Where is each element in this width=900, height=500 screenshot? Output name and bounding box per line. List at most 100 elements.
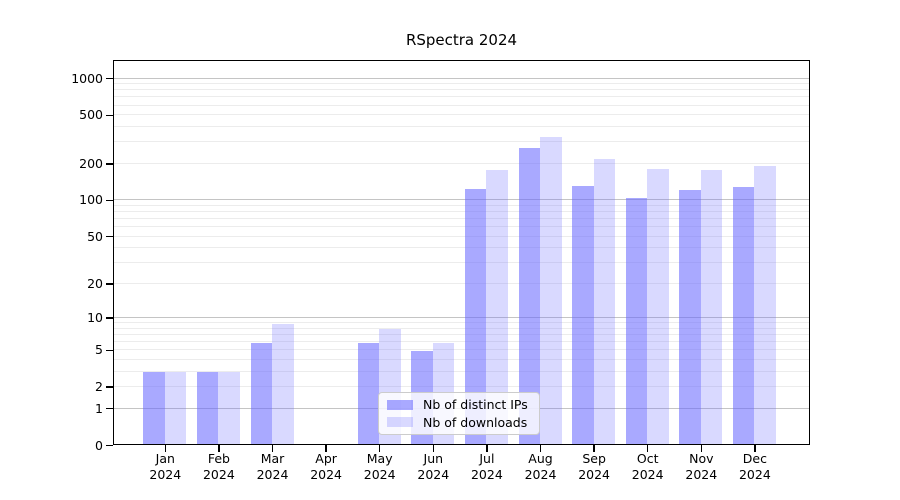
minor-gridline bbox=[114, 327, 809, 329]
y-axis-tick bbox=[106, 235, 113, 238]
y-axis-tick-label: 0 bbox=[95, 437, 103, 453]
minor-gridline bbox=[114, 226, 809, 228]
y-axis-tick bbox=[106, 163, 113, 165]
minor-gridline bbox=[114, 89, 809, 91]
minor-gridline bbox=[114, 235, 809, 237]
bar-downloads bbox=[754, 166, 776, 444]
minor-gridline bbox=[114, 359, 809, 361]
minor-gridline bbox=[114, 349, 809, 351]
x-axis-tick bbox=[539, 445, 542, 452]
minor-gridline bbox=[114, 96, 809, 98]
x-axis-tick bbox=[754, 445, 756, 452]
bar-downloads bbox=[272, 323, 294, 444]
y-axis-tick bbox=[106, 199, 113, 202]
major-gridline bbox=[114, 77, 809, 79]
y-axis-tick-label: 1000 bbox=[71, 70, 103, 86]
y-axis-tick bbox=[106, 317, 113, 319]
x-axis-tick bbox=[432, 445, 435, 452]
plot-area: Nb of distinct IPs Nb of downloads bbox=[113, 60, 810, 445]
y-axis-tick-label: 20 bbox=[87, 275, 103, 291]
minor-gridline bbox=[114, 104, 809, 106]
minor-gridline bbox=[114, 211, 809, 213]
bar-distinct-ips bbox=[250, 342, 272, 444]
x-axis-tick-label: Oct 2024 bbox=[631, 451, 664, 482]
major-gridline bbox=[114, 317, 809, 319]
bar-distinct-ips bbox=[679, 190, 701, 444]
x-axis-tick-label: Jun 2024 bbox=[417, 451, 450, 482]
x-axis-tick bbox=[325, 445, 327, 452]
bar-downloads bbox=[647, 169, 669, 444]
x-axis-tick-label: May 2024 bbox=[363, 451, 396, 482]
y-axis-tick bbox=[106, 444, 113, 447]
bar-distinct-ips bbox=[143, 372, 165, 444]
minor-gridline bbox=[114, 334, 809, 336]
bar-distinct-ips bbox=[518, 148, 540, 444]
legend-swatch-distinct-ips bbox=[387, 399, 413, 410]
bar-downloads bbox=[540, 137, 562, 444]
bar-downloads bbox=[593, 159, 616, 444]
y-axis-tick bbox=[106, 114, 113, 117]
x-axis-tick-label: Apr 2024 bbox=[310, 451, 342, 482]
y-axis-tick bbox=[106, 386, 113, 388]
x-axis-tick-label: Aug 2024 bbox=[524, 451, 557, 482]
minor-gridline bbox=[114, 83, 809, 85]
legend-label-distinct-ips: Nb of distinct IPs bbox=[423, 397, 528, 413]
y-axis-tick-label: 2 bbox=[95, 379, 103, 395]
x-axis-tick-label: Feb 2024 bbox=[202, 451, 235, 482]
bar-distinct-ips bbox=[732, 187, 755, 444]
legend-entry-downloads: Nb of downloads bbox=[387, 415, 533, 430]
minor-gridline bbox=[114, 126, 809, 128]
y-axis-tick-label: 200 bbox=[79, 155, 103, 171]
minor-gridline bbox=[114, 114, 809, 116]
bar-distinct-ips bbox=[572, 185, 594, 444]
x-axis-tick bbox=[378, 445, 381, 452]
chart-legend: Nb of distinct IPs Nb of downloads bbox=[378, 392, 540, 435]
y-axis-tick bbox=[106, 283, 113, 285]
y-axis-tick-label: 500 bbox=[79, 107, 103, 123]
bar-distinct-ips bbox=[464, 188, 487, 444]
minor-gridline bbox=[114, 282, 809, 284]
y-axis-tick-label: 50 bbox=[87, 228, 103, 244]
x-axis-tick bbox=[486, 445, 488, 452]
y-axis-tick bbox=[106, 407, 113, 410]
bar-distinct-ips bbox=[625, 197, 648, 444]
x-axis-tick-label: Dec 2024 bbox=[738, 451, 771, 482]
y-axis-tick-label: 5 bbox=[95, 342, 103, 358]
legend-swatch-downloads bbox=[387, 417, 413, 428]
x-axis-tick-label: Nov 2024 bbox=[685, 451, 718, 482]
minor-gridline bbox=[114, 141, 809, 143]
y-axis-tick-label: 10 bbox=[87, 310, 103, 326]
x-axis-tick-label: Jan 2024 bbox=[149, 451, 182, 482]
y-axis-tick-label: 100 bbox=[79, 192, 103, 208]
x-axis-tick bbox=[646, 445, 649, 452]
bar-distinct-ips bbox=[357, 342, 380, 444]
legend-label-downloads: Nb of downloads bbox=[423, 414, 528, 430]
bar-distinct-ips bbox=[196, 372, 219, 444]
legend-entry-distinct-ips: Nb of distinct IPs bbox=[387, 397, 533, 412]
minor-gridline bbox=[114, 262, 809, 264]
x-axis-tick-label: Mar 2024 bbox=[256, 451, 289, 482]
minor-gridline bbox=[114, 386, 809, 388]
y-axis-tick bbox=[106, 349, 113, 352]
x-axis-tick bbox=[700, 445, 703, 452]
x-axis-tick bbox=[593, 445, 595, 452]
bar-downloads bbox=[164, 372, 187, 444]
minor-gridline bbox=[114, 370, 809, 372]
bar-downloads bbox=[218, 372, 240, 444]
minor-gridline bbox=[114, 162, 809, 164]
x-axis-tick bbox=[271, 445, 274, 452]
chart-title: RSpectra 2024 bbox=[405, 31, 518, 49]
x-axis-tick-label: Sep 2024 bbox=[578, 451, 610, 482]
minor-gridline bbox=[114, 341, 809, 343]
x-axis-tick bbox=[164, 445, 167, 452]
bar-downloads bbox=[700, 169, 723, 444]
minor-gridline bbox=[114, 204, 809, 206]
minor-gridline bbox=[114, 218, 809, 220]
major-gridline bbox=[114, 199, 809, 201]
minor-gridline bbox=[114, 247, 809, 249]
y-axis-tick-label: 1 bbox=[95, 400, 103, 416]
minor-gridline bbox=[114, 322, 809, 324]
bar-downloads bbox=[486, 169, 508, 444]
x-axis-tick bbox=[218, 445, 220, 452]
